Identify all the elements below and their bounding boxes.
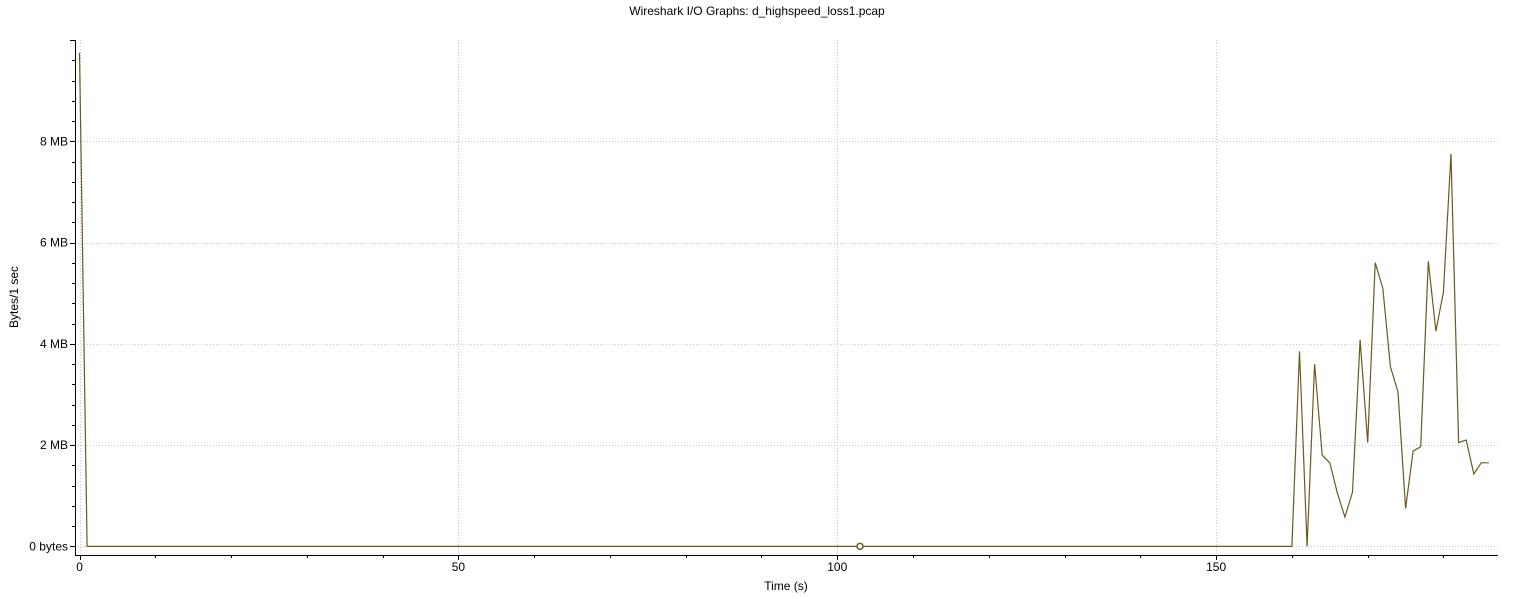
time-marker[interactable] xyxy=(856,542,864,551)
y-tick-label: 8 MB xyxy=(40,134,68,148)
chart-title: Wireshark I/O Graphs: d_highspeed_loss1.… xyxy=(629,4,885,18)
y-tick-label: 4 MB xyxy=(40,337,68,351)
x-axis-label: Time (s) xyxy=(764,579,808,593)
x-tick-label: 50 xyxy=(452,560,466,574)
x-tick-label: 150 xyxy=(1206,560,1226,574)
x-tick-label: 100 xyxy=(827,560,847,574)
data-series xyxy=(78,52,1489,548)
y-tick-label: 2 MB xyxy=(40,438,68,452)
series-line xyxy=(78,52,1489,548)
y-tick-label: 0 bytes xyxy=(29,539,68,553)
y-axis-ticks: 0 bytes 2 MB 4 MB 6 MB 8 MB xyxy=(29,40,75,553)
x-axis-ticks: 0 50 100 150 xyxy=(76,555,1444,574)
y-tick-label: 6 MB xyxy=(40,236,68,250)
data-markers xyxy=(856,542,864,551)
axes xyxy=(75,40,1498,556)
y-axis-label: Bytes/1 sec xyxy=(7,266,21,328)
x-tick-label: 0 xyxy=(76,560,83,574)
